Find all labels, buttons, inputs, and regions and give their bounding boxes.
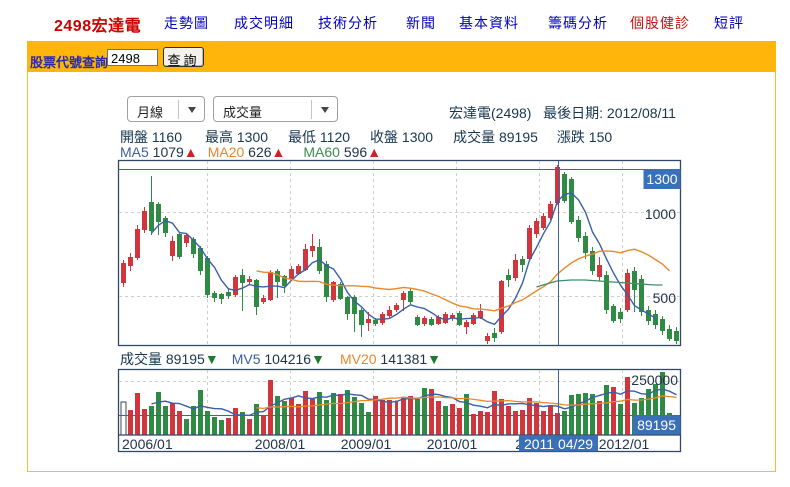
svg-text:500: 500	[653, 290, 677, 306]
svg-text:2012/01: 2012/01	[599, 436, 650, 452]
svg-text:2011 04/29: 2011 04/29	[524, 436, 593, 452]
svg-text:2008/01: 2008/01	[255, 436, 306, 452]
svg-text:250000: 250000	[631, 372, 678, 388]
svg-text:1000: 1000	[645, 206, 676, 222]
svg-text:2006/01: 2006/01	[122, 436, 173, 452]
svg-text:2009/01: 2009/01	[341, 436, 392, 452]
svg-text:2010/01: 2010/01	[427, 436, 478, 452]
svg-text:1300: 1300	[646, 171, 677, 187]
svg-text:89195: 89195	[637, 417, 676, 433]
